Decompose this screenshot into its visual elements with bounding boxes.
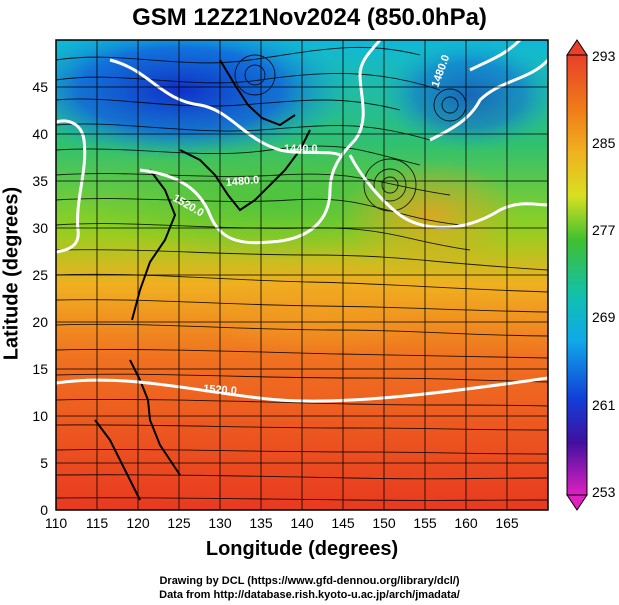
colorbar-tick-label: 293	[592, 48, 616, 64]
x-tick-label: 135	[249, 515, 273, 531]
x-tick-label: 140	[290, 515, 314, 531]
x-tick-label: 110	[45, 515, 68, 531]
y-tick-label: 30	[32, 220, 48, 236]
colorbar-tick-label: 269	[592, 309, 616, 325]
x-tick-label: 150	[372, 515, 396, 531]
colorbar-tick-label: 277	[592, 222, 616, 238]
y-tick-label: 20	[32, 314, 48, 330]
colorbar-bar	[566, 54, 588, 496]
x-tick-label: 165	[495, 515, 519, 531]
x-tick-label: 120	[126, 515, 150, 531]
credit-drawing: Drawing by DCL (https://www.gfd-dennou.o…	[159, 575, 460, 587]
y-tick-label: 35	[32, 173, 48, 189]
contour-label-1480-west: 1480.0	[225, 174, 260, 189]
y-tick-labels: 0 5 10 15 20 25 30 35 40 45	[32, 79, 48, 518]
x-tick-label: 155	[413, 515, 437, 531]
y-tick-label: 10	[32, 408, 48, 424]
colorbar: 293 285 277 269 261 253	[566, 39, 616, 511]
credit-data-source: Data from http://database.rish.kyoto-u.a…	[159, 589, 460, 601]
colorbar-tick-label: 253	[592, 484, 616, 500]
height-contours	[56, 40, 548, 403]
y-tick-label: 40	[32, 126, 48, 142]
y-tick-label: 0	[40, 502, 48, 518]
y-tick-label: 5	[40, 455, 48, 471]
colorbar-tick-label: 261	[592, 397, 616, 413]
colorbar-bottom-arrow	[566, 494, 588, 511]
x-tick-label: 160	[454, 515, 478, 531]
grid-lines	[56, 40, 548, 510]
contour-label-1520-south: 1520.0	[203, 383, 237, 397]
x-axis-label: Longitude (degrees)	[205, 538, 399, 560]
contour-label-1440: 1440.0	[284, 143, 318, 155]
x-tick-label: 125	[167, 515, 191, 531]
colorbar-tick-label: 285	[592, 135, 616, 151]
coastlines	[94, 59, 311, 501]
x-tick-labels: 110 115 120 125 130 135 140 145 150 155 …	[45, 515, 519, 531]
plot-frame	[55, 39, 549, 511]
x-tick-label: 145	[331, 515, 355, 531]
x-tick-label: 130	[208, 515, 232, 531]
chart-title: GSM 12Z21Nov2024 (850.0hPa)	[132, 4, 487, 31]
colorbar-top-arrow	[566, 39, 588, 56]
y-axis-label: Latitude (degrees)	[0, 186, 23, 361]
y-tick-label: 15	[32, 361, 48, 377]
y-tick-label: 25	[32, 267, 48, 283]
y-tick-label: 45	[32, 79, 48, 95]
x-tick-label: 115	[86, 515, 109, 531]
